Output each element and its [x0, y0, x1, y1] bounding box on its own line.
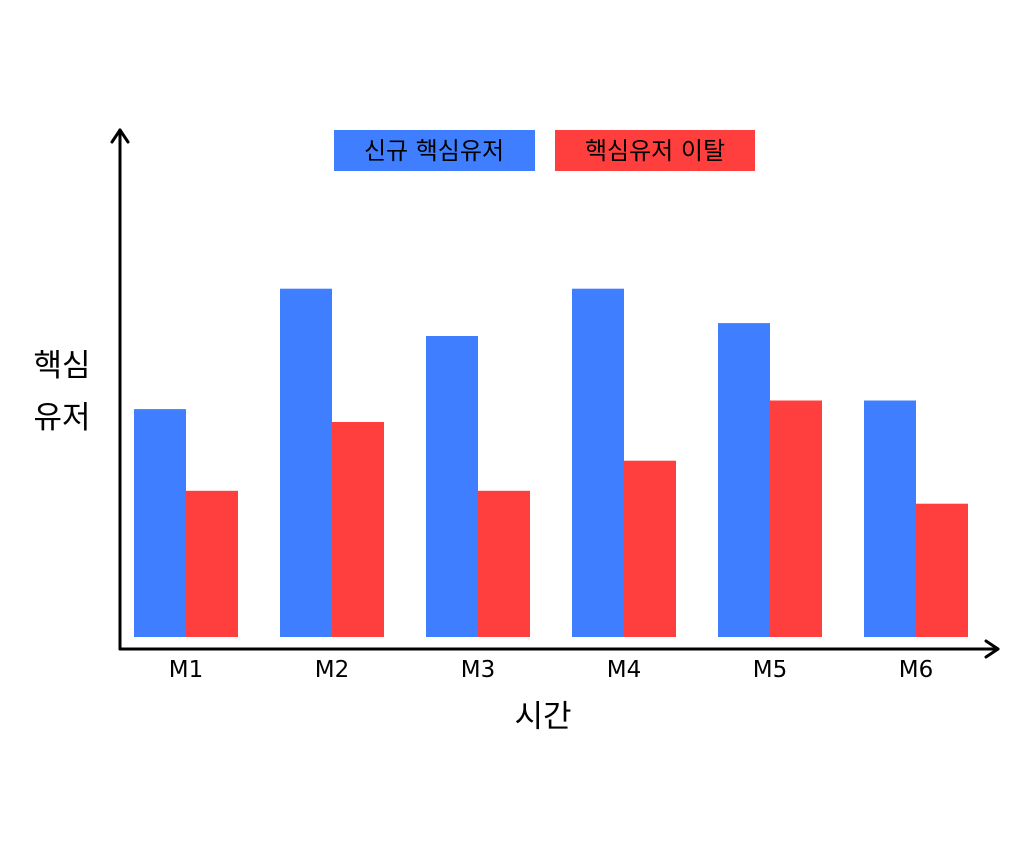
legend-label-new-core-users: 신규 핵심유저: [364, 137, 504, 165]
x-axis-title: 시간: [514, 699, 571, 735]
bar-m1-series-1: [134, 409, 186, 637]
x-tick-label-m6: M6: [899, 657, 933, 683]
y-axis-title-line-2: 유저: [33, 400, 90, 436]
legend-item-core-user-churn: 핵심유저 이탈: [555, 130, 755, 171]
x-tick-labels: M1 M2 M3 M4 M5 M6: [169, 657, 933, 683]
x-tick-label-m2: M2: [315, 657, 349, 683]
bar-m1-series-2: [186, 490, 238, 637]
bar-m5-series-2: [770, 400, 822, 637]
x-axis-arrow: [984, 639, 1000, 659]
bar-m6-series-2: [916, 503, 968, 637]
x-tick-label-m3: M3: [461, 657, 495, 683]
y-axis-title-line-1: 핵심: [33, 348, 90, 384]
legend-swatch-core-user-churn: [555, 130, 755, 171]
bar-m4-series-2: [624, 460, 676, 637]
bars: [134, 288, 968, 637]
bar-m3-series-2: [478, 490, 530, 637]
x-tick-label-m4: M4: [607, 657, 641, 683]
x-tick-label-m1: M1: [169, 657, 203, 683]
axes: [110, 128, 1000, 659]
y-axis-arrow: [110, 128, 130, 144]
bar-m2-series-2: [332, 422, 384, 637]
legend: 신규 핵심유저 핵심유저 이탈: [334, 130, 755, 171]
legend-label-core-user-churn: 핵심유저 이탈: [585, 137, 725, 165]
bar-m3-series-1: [426, 336, 478, 637]
bar-m4-series-1: [572, 288, 624, 637]
x-tick-label-m5: M5: [753, 657, 787, 683]
bar-m6-series-1: [864, 400, 916, 637]
legend-swatch-new-core-users: [334, 130, 535, 171]
bar-m2-series-1: [280, 288, 332, 637]
legend-item-new-core-users: 신규 핵심유저: [334, 130, 535, 171]
bar-m5-series-1: [718, 323, 770, 637]
